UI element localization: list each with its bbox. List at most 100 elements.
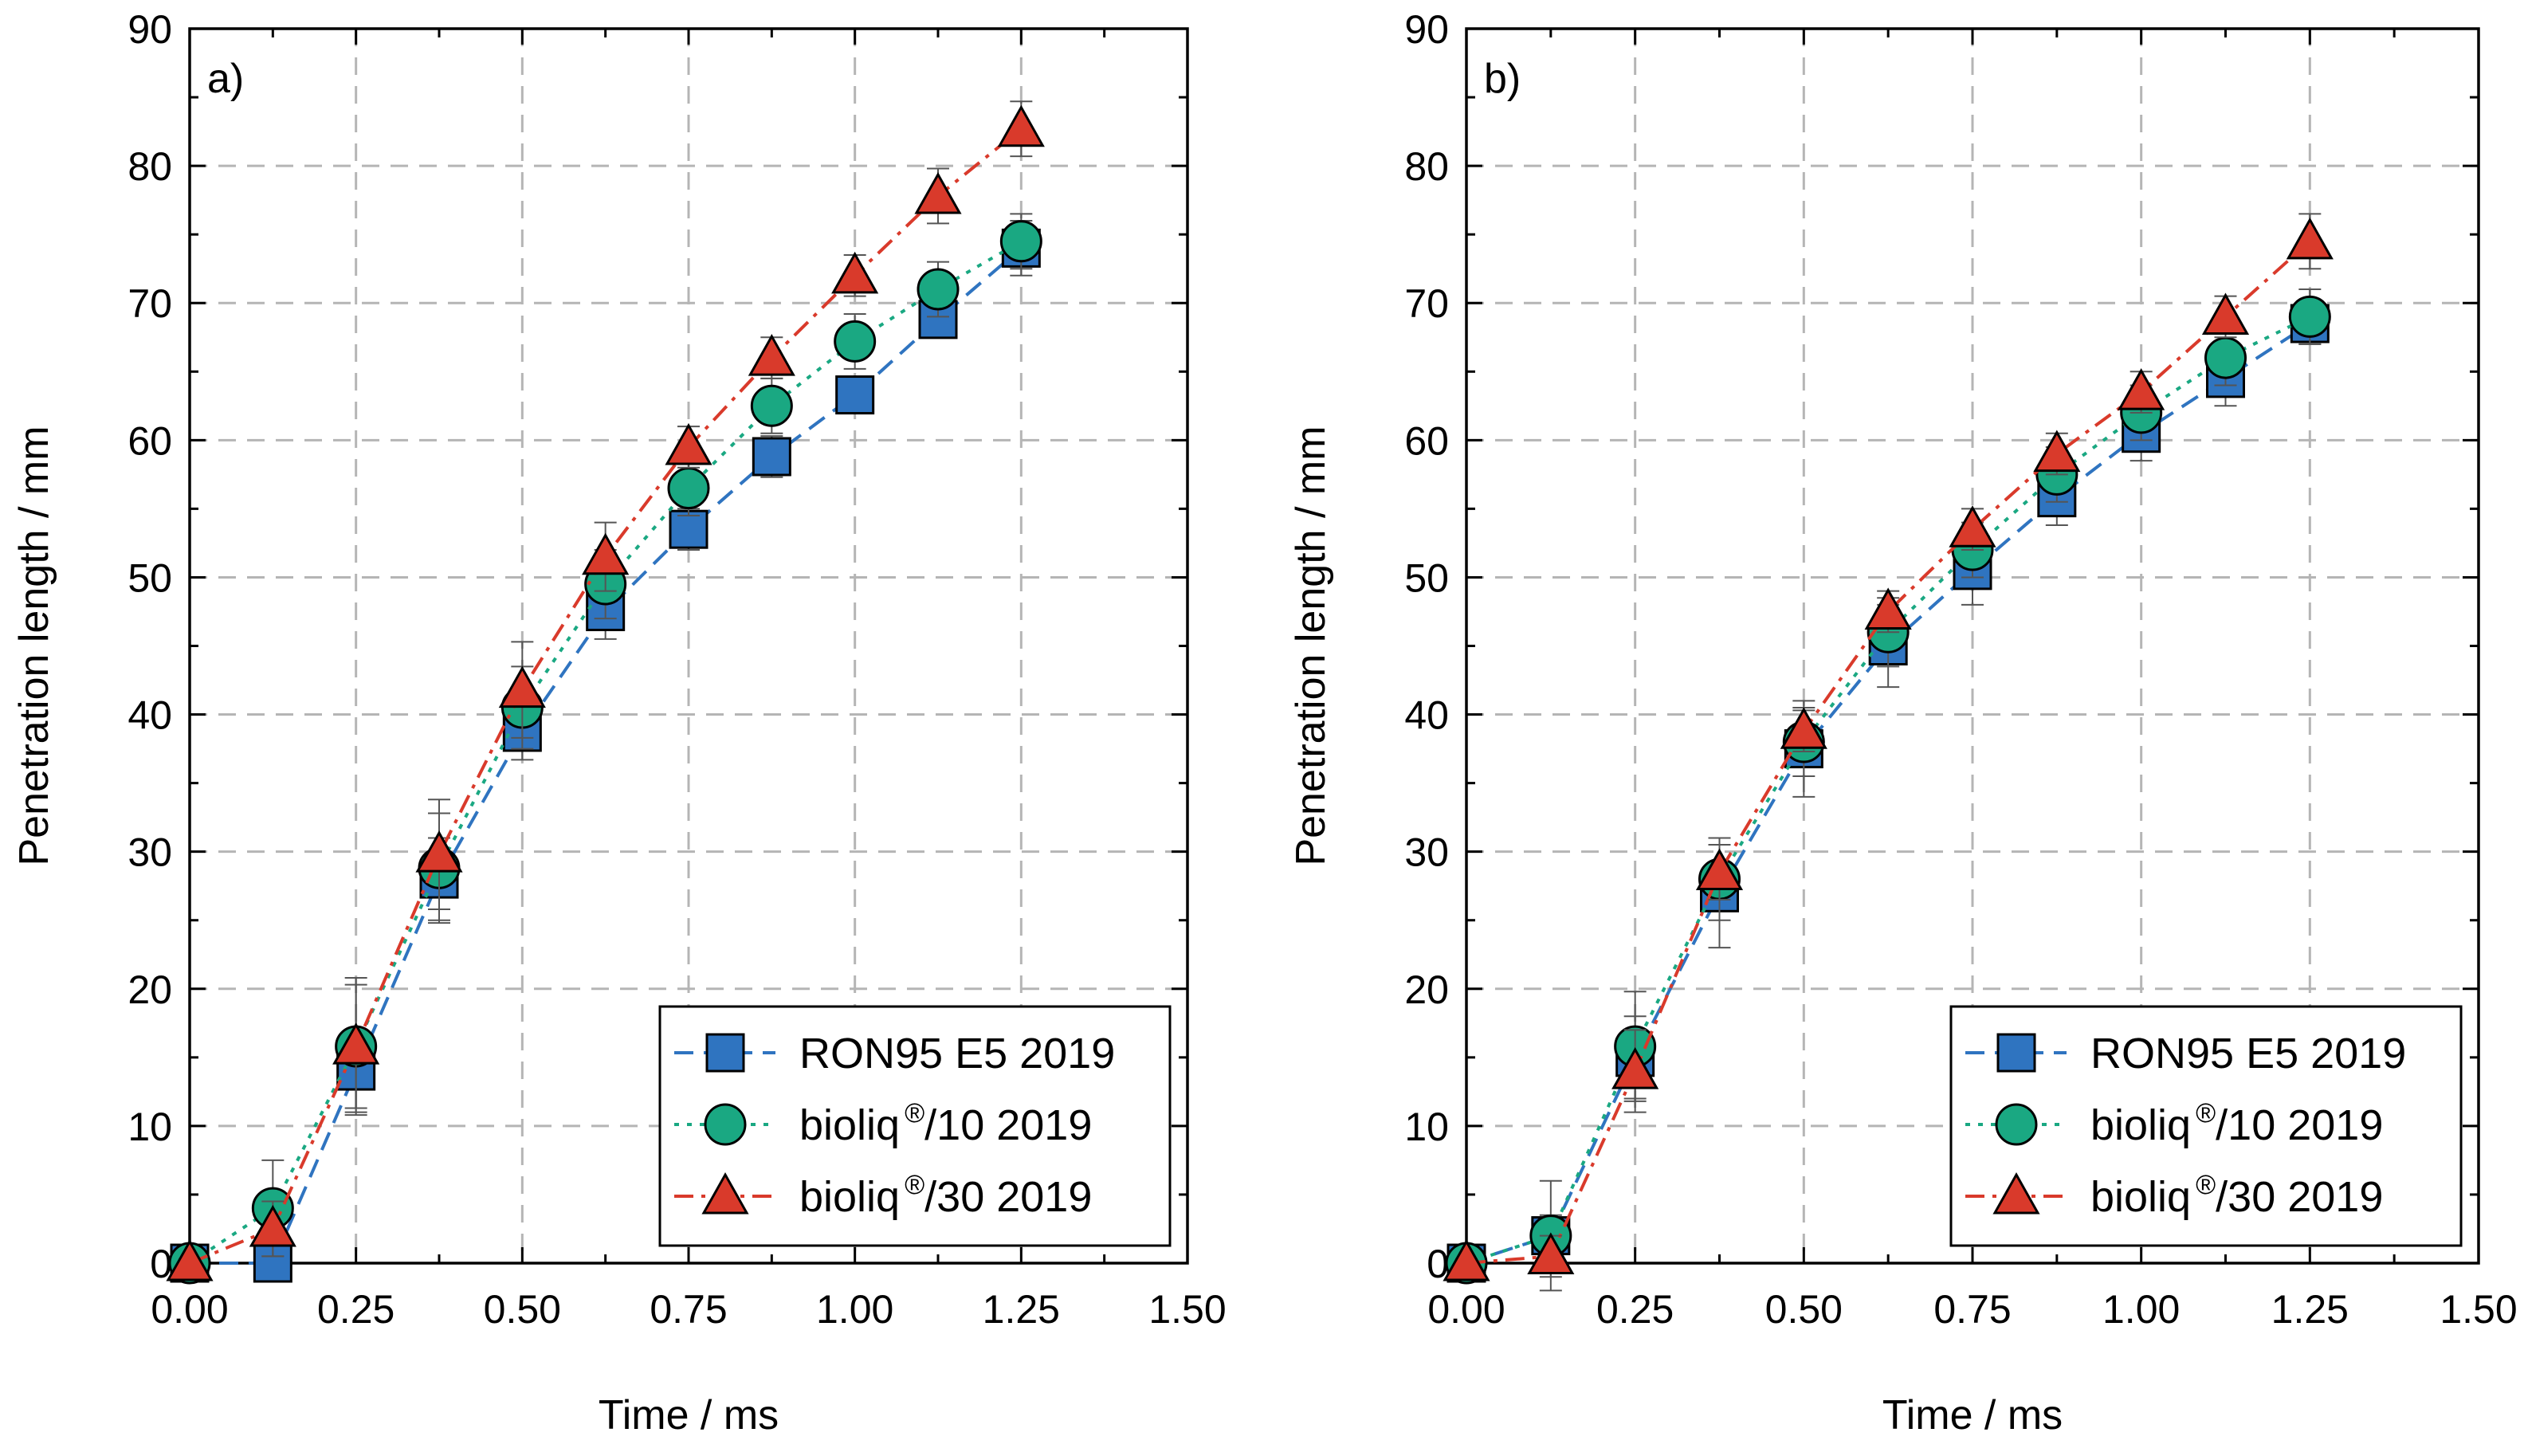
legend-label: RON95 E5 2019 [799, 1030, 1115, 1077]
data-point-square [835, 375, 875, 415]
y-tick-label: 40 [128, 693, 172, 738]
legend-label: bioliq ®/30 2019 [799, 1170, 1092, 1221]
data-point-triangle [2286, 217, 2334, 260]
series-line [190, 246, 1023, 1265]
series-line [189, 128, 1023, 1265]
data-point-square [669, 509, 709, 549]
x-tick-label: 1.25 [983, 1287, 1060, 1332]
legend-marker-square [1996, 1033, 2036, 1073]
x-tick-label: 1.50 [1148, 1287, 1226, 1332]
legend-label-superscript: ® [905, 1170, 924, 1200]
data-point-triangle [415, 830, 463, 873]
y-tick-label: 50 [128, 555, 172, 600]
y-tick-label: 30 [1404, 830, 1449, 875]
x-tick-label: 1.00 [2102, 1287, 2180, 1332]
data-point-triangle [1949, 505, 1996, 547]
data-point-triangle [748, 334, 795, 376]
data-point-triangle [1780, 707, 1827, 749]
legend-marker-circle [1995, 1103, 2038, 1146]
data-point-triangle [997, 104, 1045, 147]
data-point-square [752, 437, 791, 477]
legend-label-part: RON95 E5 2019 [2090, 1030, 2406, 1077]
y-axis-title: Penetration length / mm [1288, 426, 1334, 865]
legend-label-superscript: ® [905, 1098, 924, 1128]
data-point-triangle [1527, 1232, 1575, 1274]
legend-marker-square [705, 1033, 745, 1073]
y-tick-label: 70 [1404, 281, 1449, 326]
x-tick-label: 0.25 [317, 1287, 394, 1332]
legend-label: bioliq ®/10 2019 [799, 1098, 1092, 1149]
data-point-triangle [582, 532, 630, 575]
data-point-circle [667, 467, 710, 510]
y-tick-label: 70 [128, 281, 172, 326]
data-point-triangle [2201, 292, 2250, 335]
legend-label: bioliq ®/30 2019 [2090, 1170, 2383, 1221]
legend-label: bioliq ®/10 2019 [2090, 1098, 2383, 1149]
series-line [1466, 315, 2311, 1265]
y-tick-label: 80 [128, 144, 172, 189]
x-tick-label: 0.50 [1765, 1287, 1843, 1332]
legend-label-part: /30 2019 [2216, 1173, 2383, 1221]
data-point-triangle [1695, 848, 1744, 891]
x-tick-label: 1.50 [2440, 1287, 2517, 1332]
axis-ticks: 0.00 0.25 0.50 0.75 1.00 1.25 1.50010203040506… [128, 7, 1226, 1332]
data-point-triangle [498, 665, 546, 708]
x-axis-title: Time / ms [1882, 1392, 2063, 1438]
data-point-circle [999, 220, 1042, 263]
data-point-circle [750, 384, 793, 427]
y-tick-label: 30 [128, 830, 172, 875]
legend-item: bioliq ®/10 2019 [674, 1098, 1092, 1149]
data-point-triangle [831, 251, 879, 294]
data-point-triangle [1611, 1046, 1659, 1089]
y-tick-label: 80 [1404, 144, 1449, 189]
panel-label: a) [207, 56, 244, 102]
chart-panel-2: 0.00 0.25 0.50 0.75 1.00 1.25 1.50010203040506… [1288, 7, 2518, 1438]
data-point-triangle [914, 171, 962, 214]
y-tick-label: 40 [1404, 693, 1449, 738]
legend-item: bioliq ®/30 2019 [674, 1170, 1092, 1221]
data-point-triangle [2033, 430, 2081, 473]
y-tick-label: 60 [128, 418, 172, 463]
data-point-circle [917, 268, 960, 311]
x-tick-label: 0.75 [650, 1287, 727, 1332]
series-line [1466, 240, 2311, 1265]
x-tick-label: 0.00 [1427, 1287, 1505, 1332]
x-axis-title: Time / ms [599, 1392, 779, 1438]
legend-marker-triangle [701, 1171, 749, 1215]
legend-item: bioliq ®/30 2019 [1965, 1170, 2383, 1221]
legend-label-part: RON95 E5 2019 [799, 1030, 1115, 1077]
data-point-triangle [665, 422, 712, 465]
y-tick-label: 60 [1404, 418, 1449, 463]
legend-label-part: bioliq [2090, 1173, 2191, 1221]
y-tick-label: 20 [1404, 967, 1449, 1012]
y-tick-label: 50 [1404, 555, 1449, 600]
data-point-triangle [1864, 587, 1912, 630]
y-tick-label: 20 [128, 967, 172, 1012]
legend-item: RON95 E5 2019 [674, 1030, 1115, 1077]
data-point-triangle [1443, 1238, 1490, 1281]
y-tick-label: 10 [128, 1105, 172, 1149]
series-triangle [166, 100, 1045, 1281]
legend-label-part: bioliq [799, 1101, 900, 1149]
data-point-triangle [249, 1204, 296, 1247]
data-point-triangle [2118, 368, 2165, 410]
y-axis-title: Penetration length / mm [11, 426, 57, 865]
x-tick-label: 0.00 [151, 1287, 228, 1332]
legend-item: bioliq ®/10 2019 [1965, 1098, 2383, 1149]
legend-label-part: bioliq [799, 1173, 900, 1221]
x-tick-label: 1.00 [816, 1287, 893, 1332]
legend-label-part: /10 2019 [924, 1101, 1092, 1149]
data-point-triangle [332, 1022, 380, 1065]
legend-marker-circle [704, 1103, 747, 1146]
series-triangle [1443, 213, 2334, 1281]
x-tick-label: 0.50 [484, 1287, 561, 1332]
panel-label: b) [1484, 56, 1521, 102]
y-tick-label: 90 [1404, 7, 1449, 52]
axis-ticks: 0.00 0.25 0.50 0.75 1.00 1.25 1.50010203040506… [1404, 7, 2517, 1332]
data-point-circle [834, 320, 877, 363]
y-tick-label: 90 [128, 7, 172, 52]
legend-label-superscript: ® [2196, 1098, 2216, 1128]
